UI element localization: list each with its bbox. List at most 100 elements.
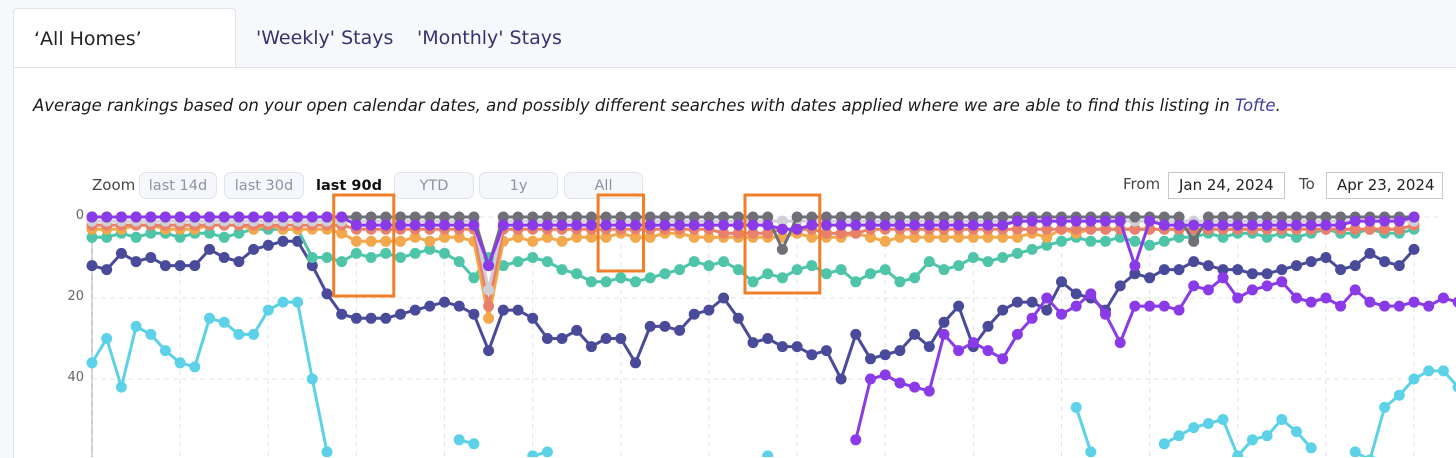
series-point-8 [850, 219, 862, 231]
series-point-0 [1408, 243, 1420, 255]
series-point-4 [997, 231, 1009, 243]
tab-monthly-stays[interactable]: 'Monthly' Stays [417, 27, 562, 49]
series-point-7 [850, 211, 862, 223]
series-point-8 [791, 223, 803, 235]
series-point-0 [909, 328, 921, 340]
series-point-3 [1291, 231, 1302, 243]
series-point-2 [1056, 308, 1067, 320]
series-point-8 [879, 219, 891, 231]
zoom-30d-button[interactable]: last 30d [224, 172, 304, 199]
series-point-2 [1173, 304, 1185, 316]
series-point-1 [1188, 422, 1200, 434]
series-point-8 [1217, 219, 1229, 231]
series-point-7 [762, 211, 774, 223]
series-point-0 [703, 304, 715, 316]
series-point-4 [967, 231, 979, 243]
series-point-5 [1056, 223, 1067, 235]
series-point-0 [439, 296, 450, 308]
series-point-7 [791, 211, 803, 223]
series-point-8 [1379, 215, 1391, 227]
series-point-8 [865, 219, 876, 231]
series-point-8 [1335, 219, 1347, 231]
series-point-5 [820, 227, 832, 239]
series-point-3 [541, 256, 553, 268]
series-point-0 [174, 260, 186, 272]
series-point-5 [1129, 223, 1141, 235]
series-point-8 [174, 211, 186, 223]
series-point-8 [1100, 215, 1111, 227]
series-point-2 [1437, 292, 1449, 304]
series-point-8 [1144, 215, 1156, 227]
to-date-input[interactable]: Apr 23, 2024 [1326, 172, 1443, 199]
series-point-8 [703, 219, 715, 231]
series-point-4 [630, 231, 641, 243]
series-point-3 [395, 252, 406, 263]
from-label: From [1123, 175, 1161, 193]
series-point-8 [967, 219, 979, 231]
series-point-0 [115, 247, 127, 259]
series-point-2 [879, 369, 891, 381]
zoom-ytd-button[interactable]: YTD [394, 172, 474, 199]
series-point-3 [1173, 231, 1185, 243]
series-point-3 [1011, 247, 1023, 259]
series-point-1 [306, 373, 318, 385]
series-point-0 [1320, 252, 1332, 263]
series-point-2 [1144, 300, 1156, 312]
series-point-2 [1291, 292, 1302, 304]
series-point-0 [1144, 272, 1156, 284]
series-point-0 [483, 345, 495, 357]
series-point-2 [1070, 300, 1082, 312]
series-point-7 [938, 211, 950, 223]
series-point-0 [644, 320, 656, 332]
series-point-0 [1379, 256, 1391, 268]
series-point-0 [292, 235, 304, 247]
series-point-1 [527, 450, 539, 457]
series-point-8 [350, 219, 362, 231]
series-point-7 [865, 211, 876, 223]
series-point-8 [380, 219, 392, 231]
series-point-3 [1114, 231, 1126, 243]
series-point-8 [674, 219, 686, 231]
series-point-3 [703, 260, 715, 272]
series-point-3 [1129, 235, 1141, 247]
series-point-0 [630, 357, 641, 369]
tab-weekly-stays[interactable]: 'Weekly' Stays [256, 27, 394, 49]
series-point-2 [1335, 300, 1347, 312]
series-point-4 [409, 231, 421, 243]
series-point-0 [835, 373, 847, 385]
series-point-1 [115, 381, 127, 393]
series-point-7 [453, 211, 465, 223]
series-point-8 [1291, 219, 1302, 231]
zoom-14d-button[interactable]: last 14d [139, 172, 217, 199]
series-point-1 [1217, 414, 1229, 425]
series-point-2 [938, 328, 950, 340]
series-point-7 [1202, 211, 1214, 223]
series-point-2 [865, 373, 876, 385]
description-suffix: . [1275, 96, 1281, 115]
from-date-input[interactable]: Jan 24, 2024 [1168, 172, 1285, 199]
location-link[interactable]: Tofte [1234, 96, 1276, 115]
series-point-1 [1070, 401, 1082, 413]
series-point-3 [630, 276, 641, 288]
series-point-7 [688, 211, 700, 223]
series-point-1 [174, 357, 186, 369]
series-point-2 [1349, 284, 1361, 296]
series-point-1 [86, 357, 98, 369]
zoom-1y-button[interactable]: 1y [479, 172, 558, 199]
series-point-3 [350, 247, 362, 259]
series-point-0 [850, 328, 862, 340]
series-point-3 [130, 231, 142, 243]
series-point-0 [1335, 264, 1347, 276]
series-point-7 [806, 211, 818, 223]
series-point-4 [703, 231, 715, 243]
series-point-8 [762, 219, 774, 231]
series-point-0 [409, 304, 421, 316]
series-point-2 [1011, 328, 1023, 340]
series-point-3 [1158, 235, 1170, 247]
series-point-1 [159, 345, 171, 357]
series-point-8 [1349, 215, 1361, 227]
series-point-4 [806, 231, 818, 243]
series-point-8 [527, 219, 539, 231]
series-point-2 [1364, 296, 1376, 308]
